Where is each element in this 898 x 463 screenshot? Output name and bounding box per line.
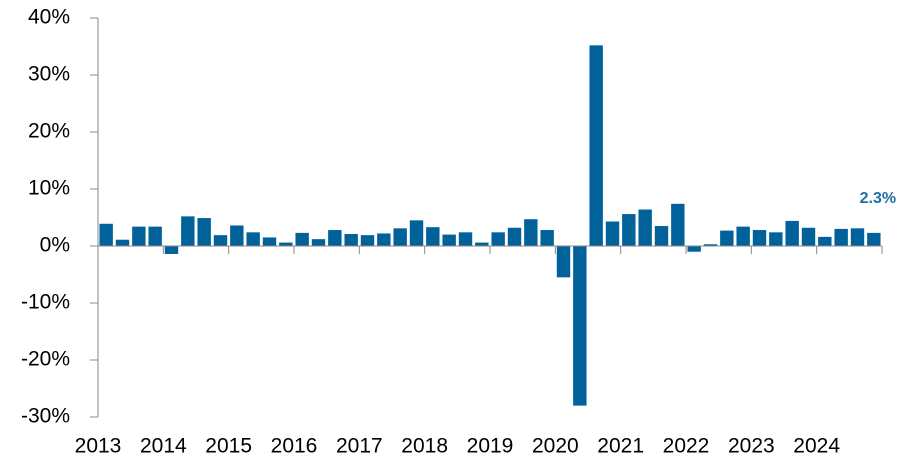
bar xyxy=(230,225,244,246)
bar xyxy=(99,223,113,246)
y-tick-label: 30% xyxy=(28,63,70,86)
bar xyxy=(491,232,505,246)
x-tick-label: 2014 xyxy=(140,435,187,458)
bar xyxy=(573,246,587,406)
data-label: 2.3% xyxy=(860,190,896,207)
bar xyxy=(262,237,277,246)
bar xyxy=(279,242,293,246)
x-tick-label: 2016 xyxy=(271,435,318,458)
x-tick-label: 2024 xyxy=(793,435,840,458)
bar xyxy=(703,244,718,246)
x-tick-label: 2018 xyxy=(401,435,448,458)
x-tick-label: 2022 xyxy=(663,435,710,458)
bar xyxy=(524,219,538,246)
bar xyxy=(197,218,211,246)
bar xyxy=(507,227,522,246)
bar xyxy=(181,216,195,246)
bar xyxy=(801,227,816,246)
bar xyxy=(638,209,652,246)
bar xyxy=(720,230,734,246)
bar xyxy=(475,242,489,246)
bar xyxy=(344,234,358,246)
x-tick-label: 2019 xyxy=(467,435,514,458)
bar xyxy=(328,230,342,246)
bar xyxy=(687,246,701,252)
bar xyxy=(867,232,881,246)
bar xyxy=(654,226,669,246)
y-tick-label: 10% xyxy=(28,177,70,200)
y-tick-label: -10% xyxy=(21,291,70,314)
x-tick-label: 2015 xyxy=(205,435,252,458)
bar xyxy=(132,226,146,246)
bar xyxy=(589,45,603,246)
bar xyxy=(426,227,440,246)
bar xyxy=(818,236,832,246)
bar xyxy=(115,239,130,246)
bar xyxy=(622,214,636,246)
bar xyxy=(409,220,424,246)
bar xyxy=(736,226,750,246)
bar xyxy=(752,230,767,246)
bar xyxy=(850,228,865,246)
x-tick-label: 2020 xyxy=(532,435,579,458)
bar xyxy=(393,228,407,246)
x-tick-label: 2023 xyxy=(728,435,775,458)
y-tick-label: -30% xyxy=(21,405,70,428)
x-tick-label: 2021 xyxy=(597,435,644,458)
x-tick-label: 2013 xyxy=(75,435,122,458)
bar xyxy=(360,235,375,246)
bar xyxy=(442,234,456,246)
bar xyxy=(246,232,260,246)
bar xyxy=(458,232,473,246)
bar xyxy=(311,239,326,246)
bar xyxy=(671,203,685,246)
x-tick-label: 2017 xyxy=(336,435,383,458)
bar xyxy=(785,220,799,246)
bar xyxy=(164,246,179,254)
bar xyxy=(295,232,309,246)
bar xyxy=(148,226,162,246)
bar xyxy=(556,246,571,278)
bar xyxy=(540,230,554,246)
bar xyxy=(769,232,783,246)
bar xyxy=(377,233,391,246)
y-tick-label: 40% xyxy=(28,6,70,29)
bar xyxy=(834,228,848,246)
y-tick-label: 0% xyxy=(40,234,70,257)
bar xyxy=(213,235,228,246)
bar xyxy=(605,221,620,246)
y-tick-label: -20% xyxy=(21,348,70,371)
y-tick-label: 20% xyxy=(28,120,70,143)
